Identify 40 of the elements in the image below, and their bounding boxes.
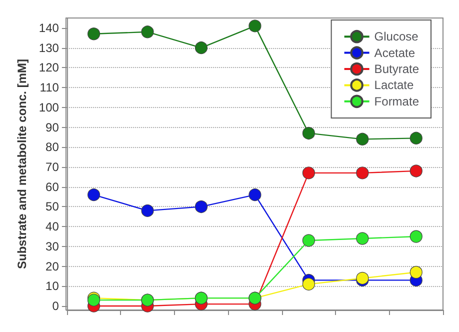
point <box>87 28 100 40</box>
y-tick-label: 80 <box>46 140 60 154</box>
y-tick-label: 110 <box>40 80 60 95</box>
y-tick-label: 10 <box>46 279 60 294</box>
legend-label: Acetate <box>374 46 416 60</box>
point <box>87 188 100 202</box>
y-tick-label: 20 <box>46 259 60 274</box>
point <box>194 200 208 214</box>
legend-label: Formate <box>374 94 420 108</box>
y-tick-label: 70 <box>46 160 60 174</box>
y-tick-label: 40 <box>46 220 60 234</box>
point <box>248 188 262 202</box>
y-tick-label: 0 <box>52 299 60 314</box>
point <box>410 266 422 279</box>
point <box>141 204 154 217</box>
point <box>302 126 315 140</box>
y-tick-label: 30 <box>46 239 60 254</box>
y-axis-title: Substrate and metabolite conc. [mM] <box>15 58 29 270</box>
y-tick-label: 100 <box>38 100 60 114</box>
point <box>410 132 422 144</box>
point <box>302 166 315 180</box>
y-tick-label: 120 <box>38 60 60 75</box>
point <box>356 232 369 245</box>
point <box>194 42 208 54</box>
point <box>410 230 422 243</box>
point <box>141 26 154 38</box>
legend-label: Lactate <box>374 78 414 92</box>
point <box>302 278 315 290</box>
y-tick-label: 140 <box>38 20 60 35</box>
y-tick-label: 130 <box>38 40 60 55</box>
y-tick-label: 60 <box>46 180 60 194</box>
point <box>248 20 262 32</box>
legend-label: Butyrate <box>374 62 420 76</box>
legend-label: Glucose <box>374 30 419 44</box>
point <box>302 234 315 247</box>
point <box>356 166 369 180</box>
point <box>356 132 369 146</box>
point <box>410 164 422 178</box>
y-tick-label: 90 <box>46 120 60 134</box>
y-tick-label: 50 <box>46 200 60 214</box>
